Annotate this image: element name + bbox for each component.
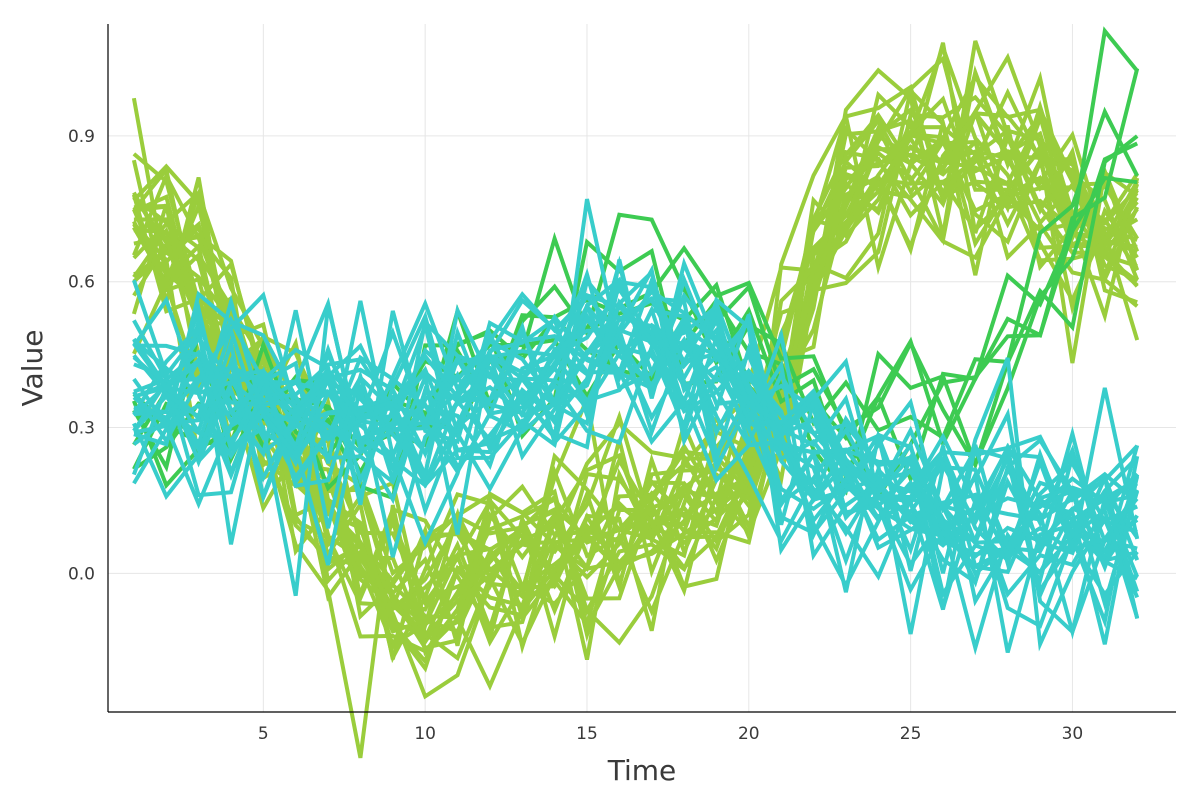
series-line-group-3 <box>132 285 1138 593</box>
y-tick-label: 0.3 <box>68 419 95 439</box>
x-tick-label: 15 <box>576 724 598 744</box>
series-line-group-1 <box>133 54 1138 640</box>
y-axis-title: Value <box>16 330 49 407</box>
series-lines <box>131 26 1140 759</box>
x-axis-title: Time <box>607 754 677 787</box>
axes <box>107 24 1176 713</box>
series-line-group-3 <box>132 264 1140 645</box>
x-tick-label: 5 <box>258 724 269 744</box>
series-line-group-3 <box>133 304 1139 656</box>
series-line-group-3 <box>133 274 1139 654</box>
y-tick-label: 0.9 <box>68 127 95 147</box>
series-line-group-1 <box>132 132 1138 639</box>
tick-labels: 5 10 15 20 25 30 0.0 0.3 0.6 0.9 <box>68 127 1083 744</box>
x-tick-label: 25 <box>900 724 922 744</box>
y-tick-label: 0.0 <box>68 564 95 584</box>
series-line-group-3 <box>133 268 1139 561</box>
x-tick-label: 10 <box>414 724 436 744</box>
series-line-group-3 <box>132 315 1140 620</box>
y-tick-label: 0.6 <box>68 273 95 293</box>
x-tick-label: 30 <box>1062 724 1084 744</box>
x-tick-label: 20 <box>738 724 760 744</box>
series-line-group-3 <box>132 294 1140 595</box>
series-line-group-3 <box>132 277 1140 619</box>
